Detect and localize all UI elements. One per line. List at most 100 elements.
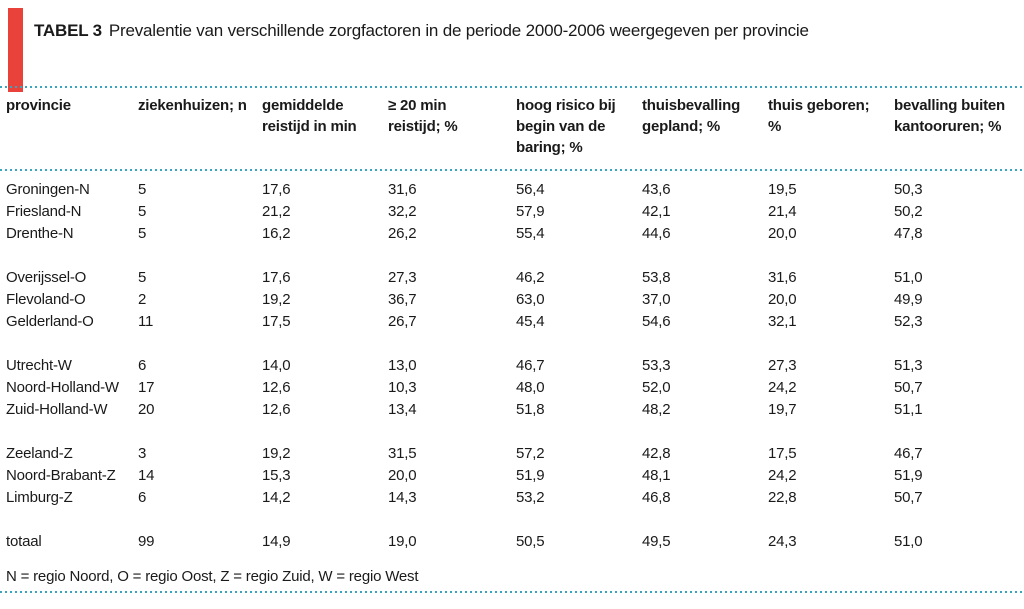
row-group: Groningen-N 5 17,6 31,6 56,4 43,6 19,5 50,3 Frie… bbox=[0, 179, 1024, 245]
province-cell: Drenthe-N bbox=[6, 225, 74, 242]
value-cell: 13,0 bbox=[388, 357, 417, 374]
value-cell: 51,9 bbox=[516, 467, 545, 484]
province-cell: Noord-Brabant-Z bbox=[6, 467, 116, 484]
value-cell: 14,9 bbox=[262, 533, 291, 550]
value-cell: 50,3 bbox=[894, 181, 923, 198]
value-cell: 19,2 bbox=[262, 291, 291, 308]
province-cell: Friesland-N bbox=[6, 203, 82, 220]
value-cell: 31,6 bbox=[388, 181, 417, 198]
table-row: Noord-Brabant-Z 14 15,3 20,0 51,9 48,1 24,2 51,… bbox=[0, 465, 1024, 487]
value-cell: 63,0 bbox=[516, 291, 545, 308]
value-cell: 24,2 bbox=[768, 379, 797, 396]
value-cell: 17,5 bbox=[262, 313, 291, 330]
value-cell: 44,6 bbox=[642, 225, 671, 242]
value-cell: 52,0 bbox=[642, 379, 671, 396]
value-cell: 57,2 bbox=[516, 445, 545, 462]
value-cell: 6 bbox=[138, 357, 147, 374]
table-row: Friesland-N 5 21,2 32,2 57,9 42,1 21,4 50,2 bbox=[0, 201, 1024, 223]
value-cell: 12,6 bbox=[262, 379, 291, 396]
value-cell: 24,3 bbox=[768, 533, 797, 550]
accent-bar bbox=[8, 8, 23, 92]
column-header-line: provincie bbox=[6, 97, 71, 114]
value-cell: 50,7 bbox=[894, 489, 923, 506]
value-cell: 53,2 bbox=[516, 489, 545, 506]
table-footnote: N = regio Noord, O = regio Oost, Z = reg… bbox=[6, 568, 419, 585]
province-cell: Overijssel-O bbox=[6, 269, 87, 286]
value-cell: 19,0 bbox=[388, 533, 417, 550]
value-cell: 46,7 bbox=[894, 445, 923, 462]
value-cell: 48,0 bbox=[516, 379, 545, 396]
table-title: TABEL 3 Prevalentie van verschillende zor… bbox=[34, 21, 809, 41]
value-cell: 31,6 bbox=[768, 269, 797, 286]
table-row: Overijssel-O 5 17,6 27,3 46,2 53,8 31,6 51,0 bbox=[0, 267, 1024, 289]
column-header-line: ziekenhuizen; n bbox=[138, 97, 247, 114]
table-row: Groningen-N 5 17,6 31,6 56,4 43,6 19,5 50,3 bbox=[0, 179, 1024, 201]
value-cell: 49,5 bbox=[642, 533, 671, 550]
table-row: Flevoland-O 2 19,2 36,7 63,0 37,0 20,0 49,9 bbox=[0, 289, 1024, 311]
value-cell: 19,2 bbox=[262, 445, 291, 462]
province-cell: totaal bbox=[6, 533, 42, 550]
value-cell: 51,3 bbox=[894, 357, 923, 374]
value-cell: 19,5 bbox=[768, 181, 797, 198]
value-cell: 5 bbox=[138, 203, 147, 220]
column-header-line: bevalling buiten bbox=[894, 97, 1005, 114]
value-cell: 14,2 bbox=[262, 489, 291, 506]
row-group: Overijssel-O 5 17,6 27,3 46,2 53,8 31,6 51,0 Fle… bbox=[0, 267, 1024, 333]
value-cell: 48,2 bbox=[642, 401, 671, 418]
column-header: thuis geboren;% bbox=[768, 95, 894, 158]
column-header-line: gepland; % bbox=[642, 118, 721, 135]
value-cell: 43,6 bbox=[642, 181, 671, 198]
value-cell: 14,3 bbox=[388, 489, 417, 506]
table-row: Zeeland-Z 3 19,2 31,5 57,2 42,8 17,5 46,7 bbox=[0, 443, 1024, 465]
value-cell: 20,0 bbox=[768, 291, 797, 308]
value-cell: 51,1 bbox=[894, 401, 923, 418]
value-cell: 50,5 bbox=[516, 533, 545, 550]
column-header: thuisbevalling gepland; % bbox=[642, 95, 768, 158]
value-cell: 19,7 bbox=[768, 401, 797, 418]
column-header-line: kantooruren; % bbox=[894, 118, 1002, 135]
value-cell: 20,0 bbox=[388, 467, 417, 484]
column-header-line: reistijd; % bbox=[388, 118, 458, 135]
value-cell: 45,4 bbox=[516, 313, 545, 330]
column-header-line: thuisbevalling bbox=[642, 97, 741, 114]
value-cell: 17 bbox=[138, 379, 155, 396]
value-cell: 17,6 bbox=[262, 269, 291, 286]
value-cell: 49,9 bbox=[894, 291, 923, 308]
province-cell: Gelderland-O bbox=[6, 313, 94, 330]
column-header: provincie bbox=[6, 95, 138, 158]
province-cell: Zuid-Holland-W bbox=[6, 401, 108, 418]
value-cell: 15,3 bbox=[262, 467, 291, 484]
row-group: Utrecht-W 6 14,0 13,0 46,7 53,3 27,3 51,3 Noord-… bbox=[0, 355, 1024, 421]
value-cell: 26,7 bbox=[388, 313, 417, 330]
column-header: gemiddelde reistijd in min bbox=[262, 95, 388, 158]
value-cell: 3 bbox=[138, 445, 147, 462]
value-cell: 14,0 bbox=[262, 357, 291, 374]
value-cell: 36,7 bbox=[388, 291, 417, 308]
column-header-line: reistijd in min bbox=[262, 118, 357, 135]
table-label: TABEL 3 bbox=[34, 21, 102, 40]
column-header-line: ≥ 20 min bbox=[388, 97, 447, 114]
value-cell: 11 bbox=[138, 313, 154, 330]
column-header: bevalling buiten kantooruren; % bbox=[894, 95, 1024, 158]
value-cell: 5 bbox=[138, 225, 147, 242]
table-caption: Prevalentie van verschillende zorgfactor… bbox=[108, 21, 809, 40]
row-group: Zeeland-Z 3 19,2 31,5 57,2 42,8 17,5 46,7 Noord-… bbox=[0, 443, 1024, 509]
column-header: ziekenhuizen; n bbox=[138, 95, 262, 158]
value-cell: 31,5 bbox=[388, 445, 417, 462]
table-row: Gelderland-O 11 17,5 26,7 45,4 54,6 32,1 52,3 bbox=[0, 311, 1024, 333]
value-cell: 20,0 bbox=[768, 225, 797, 242]
column-header-line: % bbox=[768, 118, 782, 135]
value-cell: 50,2 bbox=[894, 203, 923, 220]
province-cell: Flevoland-O bbox=[6, 291, 86, 308]
value-cell: 10,3 bbox=[388, 379, 417, 396]
value-cell: 50,7 bbox=[894, 379, 923, 396]
value-cell: 48,1 bbox=[642, 467, 671, 484]
value-cell: 21,4 bbox=[768, 203, 797, 220]
value-cell: 32,2 bbox=[388, 203, 417, 220]
value-cell: 46,8 bbox=[642, 489, 671, 506]
divider-top bbox=[0, 86, 1024, 88]
value-cell: 51,8 bbox=[516, 401, 545, 418]
total-row: totaal 99 14,9 19,0 50,5 49,5 24,3 51,0 bbox=[0, 531, 1024, 553]
value-cell: 51,0 bbox=[894, 269, 923, 286]
